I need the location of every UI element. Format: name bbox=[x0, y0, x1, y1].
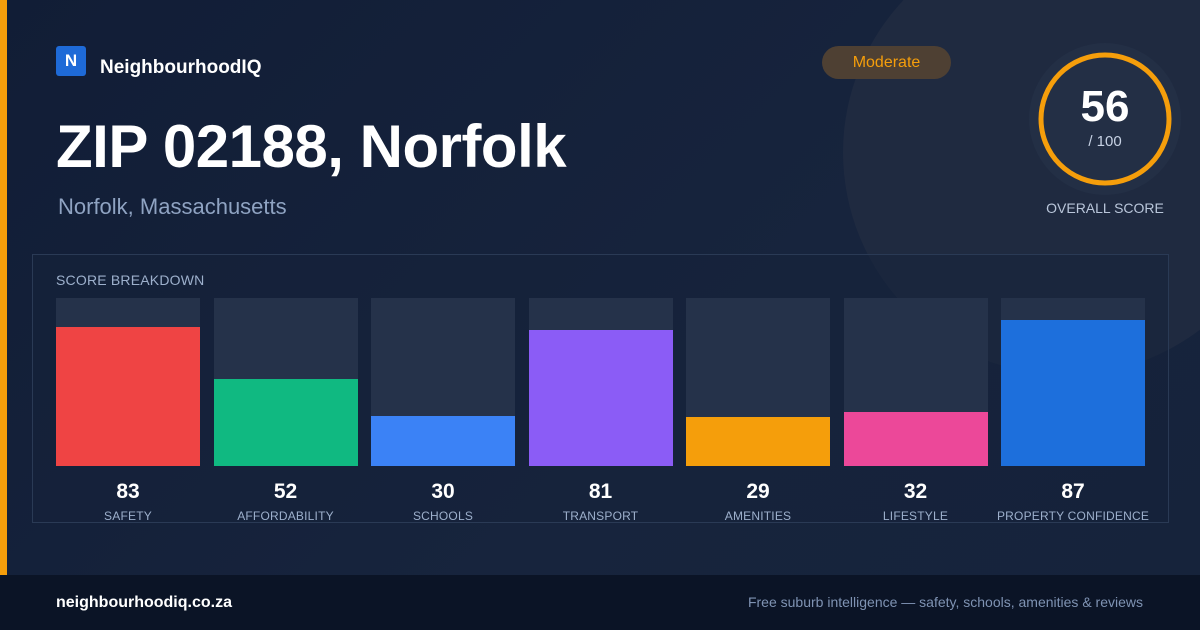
overall-score-label: OVERALL SCORE bbox=[1046, 200, 1164, 216]
bar-track bbox=[371, 298, 515, 466]
overall-score-gauge: 56 / 100 bbox=[1028, 42, 1182, 196]
footer bbox=[0, 575, 1200, 630]
bar-fill bbox=[686, 417, 830, 466]
bar-track bbox=[686, 298, 830, 466]
bar-value-label: 32 bbox=[903, 480, 928, 503]
bar-fill bbox=[56, 326, 200, 466]
bar-value-label: 81 bbox=[588, 480, 613, 503]
accent-bar bbox=[0, 0, 7, 575]
score-breakdown-label: SCORE BREAKDOWN bbox=[56, 272, 205, 288]
bar-category-label: TRANSPORT bbox=[562, 509, 639, 523]
bar-category-label: AFFORDABILITY bbox=[237, 509, 334, 523]
bar-value-label: 30 bbox=[431, 480, 455, 503]
bar-track bbox=[843, 298, 988, 466]
score-ring-background bbox=[1029, 43, 1181, 195]
page-subtitle: Norfolk, Massachusetts bbox=[58, 194, 287, 219]
bar-category-label: SAFETY bbox=[104, 509, 152, 523]
bar-track bbox=[528, 298, 673, 466]
bar-value-label: 83 bbox=[116, 480, 140, 503]
rating-badge: Moderate bbox=[822, 46, 951, 79]
overall-score-max: / 100 bbox=[1088, 133, 1122, 150]
bar-category-label: SCHOOLS bbox=[412, 509, 474, 523]
bar-fill bbox=[1001, 319, 1145, 466]
bar-value-label: 87 bbox=[1061, 480, 1085, 503]
footer-url: neighbourhoodiq.co.za bbox=[56, 594, 232, 611]
bar-value-label: 52 bbox=[273, 480, 298, 503]
bar-fill bbox=[528, 329, 673, 466]
bar-track bbox=[56, 298, 200, 466]
overall-score-value: 56 bbox=[1080, 82, 1130, 131]
brand-name: NeighbourhoodIQ bbox=[100, 57, 262, 78]
bar-track bbox=[213, 298, 358, 466]
bar-category-label: AMENITIES bbox=[724, 509, 792, 523]
bar-fill bbox=[843, 412, 988, 466]
bar-category-label: PROPERTY CONFIDENCE bbox=[996, 509, 1150, 523]
score-ring bbox=[1029, 43, 1181, 195]
bar-fill bbox=[213, 378, 358, 466]
bar-value-label: 29 bbox=[746, 480, 770, 503]
footer-tagline: Free suburb intelligence — safety, schoo… bbox=[747, 594, 1143, 610]
page-title: ZIP 02188, Norfolk bbox=[56, 113, 567, 180]
score-ring-progress bbox=[1038, 52, 1172, 186]
bar-fill bbox=[371, 415, 515, 466]
bar-category-label: LIFESTYLE bbox=[882, 509, 949, 523]
logo-icon: N bbox=[56, 46, 86, 76]
bar-track bbox=[1001, 298, 1145, 466]
